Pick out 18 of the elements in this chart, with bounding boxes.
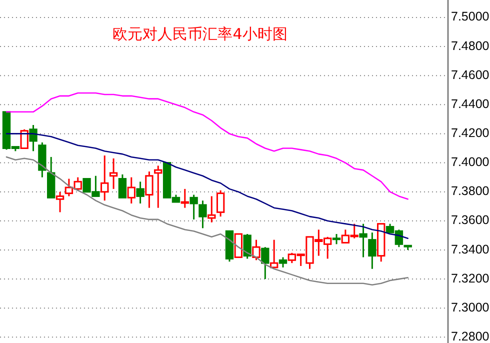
y-tick-label: 7.4200 <box>451 126 490 140</box>
candlestick <box>154 164 162 209</box>
y-tick-label: 7.3200 <box>451 271 490 286</box>
candlestick <box>359 223 368 258</box>
y-tick-label: 7.4400 <box>451 96 490 111</box>
line-series <box>6 92 409 200</box>
y-tick-label: 7.4800 <box>451 38 490 53</box>
y-tick-label: 7.4000 <box>451 155 490 170</box>
y-tick-label: 7.5000 <box>451 10 490 24</box>
candlestick <box>100 154 109 202</box>
y-tick-label: 7.3800 <box>451 184 490 198</box>
y-tick-label: 7.2800 <box>451 329 490 343</box>
y-tick-label: 7.3400 <box>451 242 490 256</box>
y-tick-label: 7.3600 <box>451 213 490 228</box>
y-tick-label: 7.3000 <box>451 300 490 314</box>
y-tick-label: 7.4600 <box>451 68 490 82</box>
candlestick <box>109 158 118 190</box>
text: 欧元对人民币汇率4小时图 <box>112 25 288 43</box>
